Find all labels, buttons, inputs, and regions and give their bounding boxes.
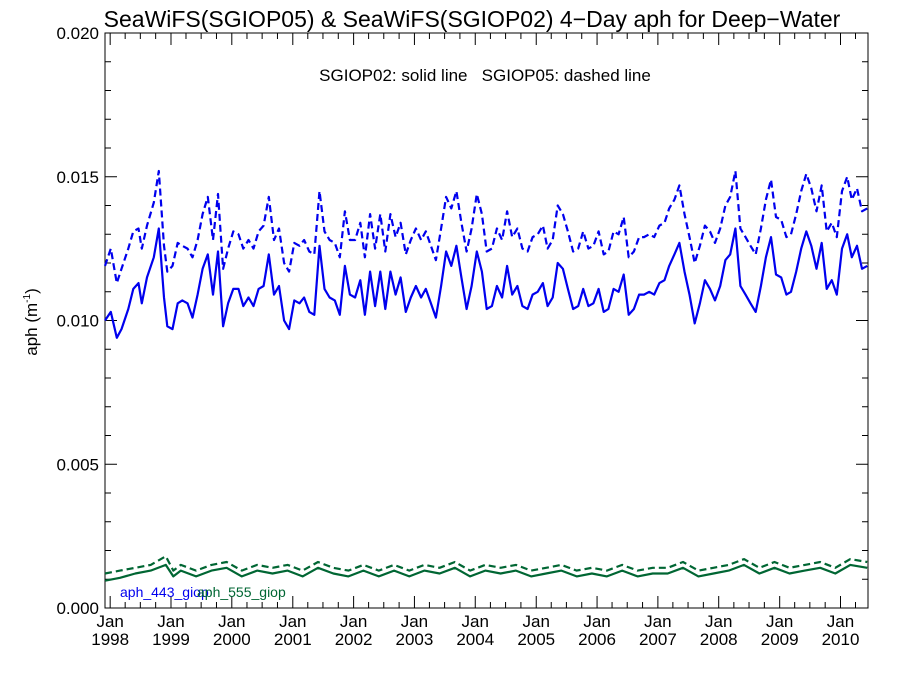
x-tick-label-month: Jan (644, 612, 671, 631)
x-tick-label-year: 2004 (456, 630, 494, 649)
y-axis-label-sup: -1 (22, 293, 33, 302)
plot-frame (104, 32, 869, 609)
y-tick-label: 0.005 (56, 455, 99, 474)
x-tick-label-month: Jan (766, 612, 793, 631)
x-tick-label-month: Jan (340, 612, 367, 631)
x-tick-label-year: 2003 (396, 630, 434, 649)
y-tick-label: 0.015 (56, 168, 99, 187)
chart-annotation: SGIOP02: solid line SGIOP05: dashed line (319, 66, 651, 85)
y-axis-label: aph (m-1) (22, 288, 41, 356)
x-tick-label-year: 2000 (213, 630, 251, 649)
x-tick-label-month: Jan (462, 612, 489, 631)
series-line-aph_443_giop-solid (104, 227, 868, 339)
chart-title: SeaWiFS(SGIOP05) & SeaWiFS(SGIOP02) 4−Da… (104, 6, 841, 32)
series-line-aph_555_giop-dashed (104, 555, 868, 575)
x-tick-label-month: Jan (705, 612, 732, 631)
x-tick-label-year: 2009 (761, 630, 799, 649)
x-tick-label-year: 1998 (91, 630, 129, 649)
x-tick-label-year: 2008 (700, 630, 738, 649)
x-tick-label-year: 2010 (822, 630, 860, 649)
x-tick-label-year: 2001 (274, 630, 312, 649)
x-tick-label-month: Jan (583, 612, 610, 631)
y-axis-label-main: aph (m (22, 303, 41, 356)
x-tick-label-year: 2007 (639, 630, 677, 649)
x-tick-label-month: Jan (96, 612, 123, 631)
x-tick-label-year: 2006 (578, 630, 616, 649)
x-tick-label-month: Jan (827, 612, 854, 631)
legend-label-aph_555_giop: aph_555_giop (197, 584, 286, 600)
y-tick-label: 0.010 (56, 312, 99, 331)
plot-area: 0.0000.0050.0100.0150.020Jan1998Jan1999J… (56, 24, 869, 649)
x-tick-label-month: Jan (523, 612, 550, 631)
x-tick-label-month: Jan (279, 612, 306, 631)
x-tick-label-month: Jan (157, 612, 184, 631)
x-tick-label-year: 2002 (335, 630, 373, 649)
x-tick-label-month: Jan (401, 612, 428, 631)
x-tick-label-year: 1999 (152, 630, 190, 649)
y-tick-label: 0.000 (56, 599, 99, 618)
y-axis-label-close: ) (22, 288, 41, 294)
x-tick-label-year: 2005 (517, 630, 555, 649)
series-line-aph_443_giop-dashed (103, 169, 868, 285)
y-tick-label: 0.020 (56, 24, 99, 43)
series-line-aph_555_giop-solid (104, 563, 868, 582)
x-tick-label-month: Jan (218, 612, 245, 631)
legend-label-aph_443_giop: aph_443_giop (120, 584, 209, 600)
